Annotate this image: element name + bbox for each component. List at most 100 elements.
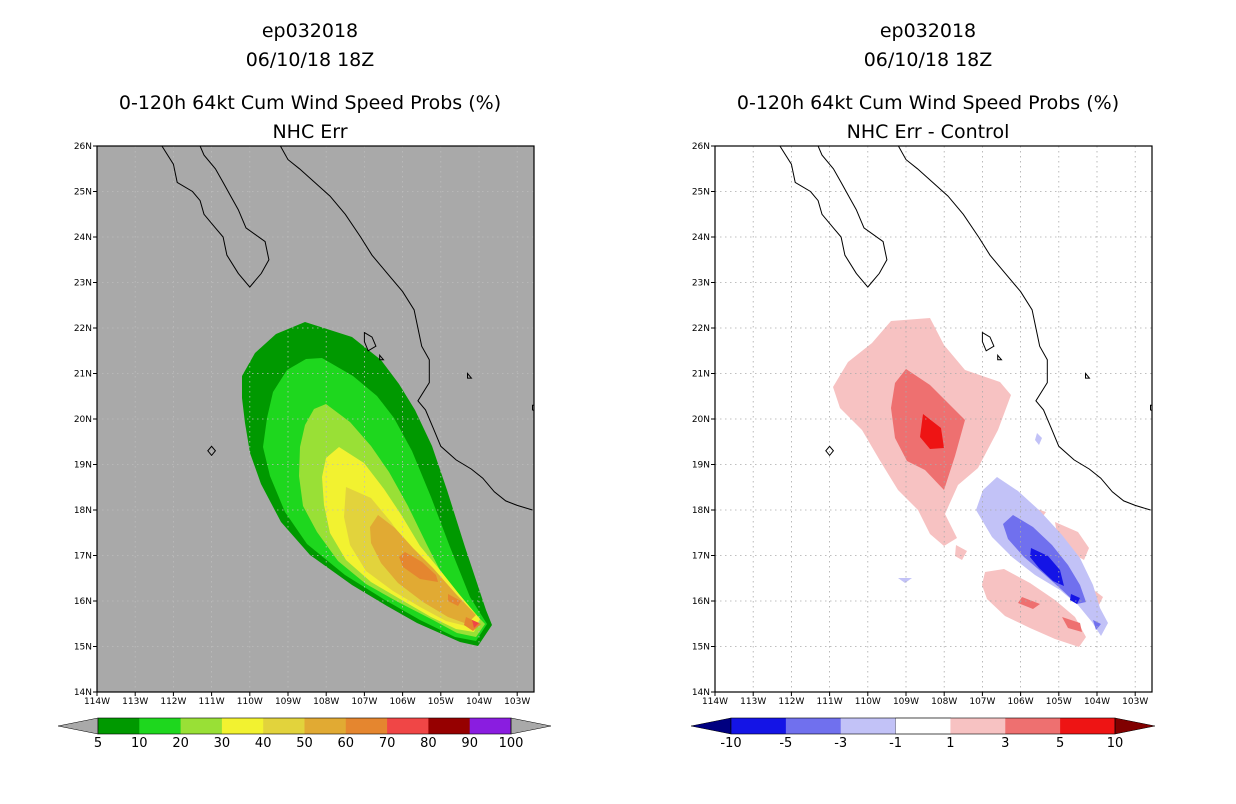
coastline-island (981, 331, 995, 352)
right-colorbar: -10 -5 -3 -1 1 3 5 10 (690, 717, 1156, 751)
diff-neg-3-5-b (1093, 620, 1101, 630)
lat-tick-label: 16N (692, 597, 710, 607)
colorbar-label: 100 (499, 736, 524, 751)
coastline-mainland (279, 146, 533, 511)
colorbar-label: 10 (1107, 736, 1124, 751)
coastline-mainland (897, 146, 1151, 511)
left-title-date: 06/10/18 18Z (246, 49, 375, 71)
lon-tick-label: 109W (275, 697, 301, 707)
colorbar-low-arrow (57, 717, 99, 735)
colorbar-label: 90 (461, 736, 478, 751)
diff-neg-5-10-b (1070, 594, 1080, 604)
left-grid (97, 146, 534, 692)
contour-60c (464, 617, 481, 631)
lat-tick-label: 26N (74, 142, 92, 152)
coastline-island (997, 353, 1003, 361)
colorbar-frame (730, 717, 1116, 735)
lon-tick-label: 113W (122, 697, 148, 707)
colorbar-swatch (263, 718, 305, 734)
colorbar-label: 20 (172, 736, 189, 751)
lon-tick-label: 112W (778, 697, 804, 707)
colorbar-swatch (785, 718, 842, 734)
right-title-product: 0-120h 64kt Cum Wind Speed Probs (%) (737, 92, 1119, 114)
colorbar-swatch (428, 718, 471, 734)
colorbar-label: 5 (94, 736, 102, 751)
lat-tick-label: 22N (74, 324, 92, 334)
diff-pos-1-3-blob-c (1055, 522, 1089, 560)
lon-tick-label: 113W (740, 697, 766, 707)
contour-60 (399, 552, 438, 582)
colorbar-label: 70 (379, 736, 396, 751)
lat-tick-label: 25N (692, 188, 710, 198)
lon-tick-label: 108W (931, 697, 957, 707)
lon-tick-label: 104W (466, 697, 492, 707)
lat-tick-label: 16N (74, 597, 92, 607)
colorbar-swatch (469, 718, 512, 734)
right-difference-contours (833, 318, 1108, 647)
diff-pos-3-5-south-b (1062, 617, 1082, 632)
lat-tick-label: 15N (692, 643, 710, 653)
right-panel: ep032018 06/10/18 18Z 0-120h 64kt Cum Wi… (690, 20, 1156, 751)
colorbar-high-arrow (1114, 717, 1156, 735)
contour-60b (448, 594, 461, 606)
colorbar-swatch (139, 718, 182, 734)
left-panel: ep032018 06/10/18 18Z 0-120h 64kt Cum Wi… (57, 20, 552, 751)
diff-neg-1-3-c (898, 578, 912, 583)
lat-tick-label: 21N (74, 370, 92, 380)
lat-tick-label: 17N (74, 552, 92, 562)
left-colorbar: 5 10 20 30 40 50 60 70 80 90 100 (57, 717, 552, 751)
colorbar-swatch (180, 718, 223, 734)
colorbar-label: 40 (255, 736, 272, 751)
colorbar-label: -5 (779, 736, 792, 751)
left-title-subtitle: NHC Err (272, 121, 347, 143)
colorbar-label: 60 (338, 736, 355, 751)
lon-tick-label: 110W (855, 697, 881, 707)
lat-tick-label: 18N (74, 506, 92, 516)
left-probability-contours (242, 322, 492, 646)
lon-tick-label: 103W (1122, 697, 1148, 707)
colorbar-frame (97, 717, 512, 735)
left-title-storm: ep032018 (262, 20, 358, 42)
lon-tick-label: 110W (237, 697, 263, 707)
coastline-baja (161, 146, 270, 288)
colorbar-swatch (1060, 718, 1116, 734)
lon-tick-label: 104W (1084, 697, 1110, 707)
colorbar-label: 5 (1056, 736, 1064, 751)
diff-pos-5-10-north (920, 414, 944, 449)
lat-tick-label: 20N (74, 415, 92, 425)
lat-tick-label: 25N (74, 188, 92, 198)
colorbar-label: -1 (889, 736, 902, 751)
coastline-island (379, 353, 385, 361)
right-grid (715, 146, 1152, 692)
colorbar-swatch (1005, 718, 1061, 734)
lat-tick-label: 26N (692, 142, 710, 152)
coastline-island (1085, 372, 1091, 379)
lat-tick-label: 19N (74, 461, 92, 471)
lat-tick-label: 15N (74, 643, 92, 653)
coastline-island (1150, 404, 1152, 412)
right-title-date: 06/10/18 18Z (864, 49, 993, 71)
colorbar-swatch (387, 718, 429, 734)
colorbar-label: 10 (131, 736, 148, 751)
colorbar-low-arrow (690, 717, 732, 735)
lat-tick-label: 21N (692, 370, 710, 380)
diff-neg-5-10 (1030, 548, 1064, 586)
coastline-island (825, 445, 835, 457)
lat-tick-label: 14N (692, 688, 710, 698)
colorbar-swatch (345, 718, 388, 734)
lon-tick-label: 107W (969, 697, 995, 707)
colorbar-label: 80 (420, 736, 437, 751)
lon-tick-label: 109W (893, 697, 919, 707)
lat-tick-label: 24N (692, 233, 710, 243)
lat-tick-label: 18N (692, 506, 710, 516)
left-title-product: 0-120h 64kt Cum Wind Speed Probs (%) (119, 92, 501, 114)
lat-tick-label: 23N (692, 279, 710, 289)
colorbar-label: 1 (946, 736, 954, 751)
lon-tick-label: 105W (1046, 697, 1072, 707)
colorbar-swatch (304, 718, 347, 734)
colorbar-label: -10 (720, 736, 741, 751)
colorbar-swatch (221, 718, 264, 734)
diff-pos-1-3-blob-a (955, 545, 967, 560)
lat-tick-label: 24N (74, 233, 92, 243)
